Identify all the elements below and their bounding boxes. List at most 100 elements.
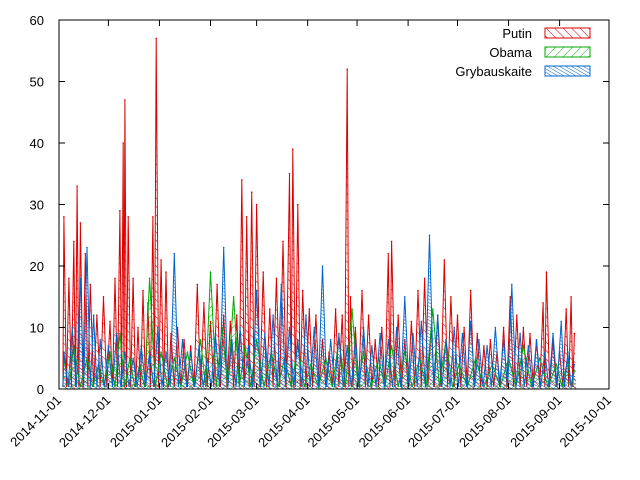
data-point	[241, 179, 243, 181]
data-point	[346, 345, 349, 347]
x-tick-label: 2015-01-01	[107, 393, 165, 451]
data-point	[573, 363, 576, 366]
data-point	[250, 191, 253, 193]
data-point	[189, 345, 192, 347]
data-point	[341, 314, 344, 317]
y-tick-label: 0	[37, 382, 44, 397]
data-point	[109, 351, 111, 353]
data-point	[189, 351, 192, 353]
series-area-grybauskaite	[62, 235, 577, 389]
data-point	[79, 222, 82, 224]
data-point	[115, 332, 118, 335]
data-point	[308, 308, 311, 310]
data-point	[367, 314, 370, 317]
data-point	[476, 332, 479, 335]
data-point	[509, 296, 512, 298]
data-point	[272, 314, 274, 317]
data-point	[297, 339, 299, 341]
x-tick-label: 2015-10-01	[556, 393, 614, 451]
data-point	[542, 302, 544, 304]
y-tick-label: 50	[30, 75, 44, 90]
data-point	[463, 326, 465, 329]
data-point	[329, 339, 332, 341]
data-point	[114, 277, 116, 280]
series-grybauskaite	[62, 234, 577, 389]
data-point	[262, 271, 265, 273]
data-point	[565, 308, 567, 310]
legend-label-obama: Obama	[489, 45, 532, 60]
data-point	[351, 308, 353, 310]
data-point	[140, 345, 143, 347]
data-point	[570, 296, 572, 298]
data-point	[502, 339, 505, 341]
data-point	[417, 289, 419, 292]
data-point	[288, 326, 291, 329]
data-point	[102, 296, 105, 298]
y-tick-label: 30	[30, 198, 44, 213]
data-point	[255, 203, 258, 206]
data-point	[387, 252, 390, 255]
data-point	[404, 296, 406, 298]
data-point	[292, 148, 294, 150]
data-point	[206, 357, 208, 360]
data-point	[245, 216, 248, 218]
series-line-grybauskaite	[62, 235, 575, 388]
data-point	[152, 216, 154, 218]
x-tick-label: 2014-11-01	[7, 393, 64, 450]
x-tick-label: 2015-08-01	[456, 393, 514, 451]
x-tick-label: 2014-12-01	[56, 393, 114, 451]
legend-swatch-grybauskaite	[544, 65, 591, 77]
data-point	[255, 289, 258, 292]
data-point	[63, 351, 65, 353]
data-point	[216, 283, 218, 286]
data-point	[552, 332, 554, 335]
data-point	[275, 277, 278, 280]
data-point	[155, 37, 157, 40]
data-point	[390, 345, 393, 347]
data-point	[297, 203, 299, 206]
data-point	[522, 326, 525, 329]
series-layer	[62, 37, 577, 390]
data-point	[165, 351, 167, 353]
data-point	[502, 326, 505, 329]
data-point	[450, 296, 452, 298]
data-point	[321, 265, 324, 267]
data-point	[160, 259, 162, 261]
data-point	[142, 289, 144, 292]
data-point	[469, 289, 472, 292]
data-point	[461, 332, 464, 335]
data-point	[555, 363, 558, 366]
data-point	[456, 314, 459, 317]
data-point	[119, 332, 121, 335]
x-tick-label: 2015-05-01	[305, 393, 363, 451]
data-point	[148, 351, 151, 353]
data-point	[420, 320, 423, 323]
data-point	[244, 345, 246, 347]
data-point	[129, 357, 131, 360]
data-point	[573, 332, 576, 335]
data-point	[92, 314, 95, 317]
data-point	[346, 68, 349, 70]
data-point	[516, 314, 518, 317]
data-point	[443, 259, 446, 261]
data-point	[374, 339, 377, 341]
data-point	[63, 216, 65, 218]
data-point	[349, 296, 352, 298]
data-point	[231, 339, 233, 341]
data-point	[119, 209, 121, 212]
data-point	[412, 332, 414, 335]
data-point	[410, 320, 413, 323]
x-tick-label: 2015-07-01	[405, 393, 463, 451]
data-point	[124, 351, 126, 353]
data-point	[486, 345, 488, 347]
data-point	[122, 142, 124, 144]
data-point	[196, 283, 199, 286]
data-point	[127, 216, 129, 218]
data-point	[198, 345, 200, 347]
data-point	[186, 351, 189, 353]
data-point	[214, 332, 217, 335]
data-point	[478, 339, 480, 341]
data-point	[334, 308, 337, 310]
data-point	[432, 308, 434, 310]
data-point	[96, 314, 98, 317]
